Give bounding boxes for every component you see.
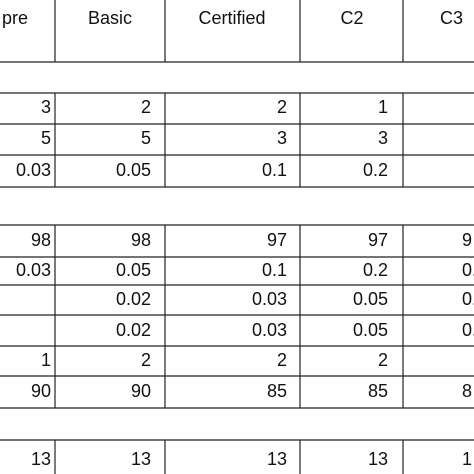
header-cell: Certified bbox=[198, 8, 265, 28]
cell: 85 bbox=[267, 381, 287, 401]
cell: 0.05 bbox=[116, 260, 151, 280]
cell: 0.03 bbox=[16, 160, 51, 180]
header-cell: Basic bbox=[88, 8, 132, 28]
cell: 0. bbox=[462, 320, 474, 340]
cell: 3 bbox=[378, 128, 388, 148]
cell: 1 bbox=[462, 449, 472, 469]
cell: 0. bbox=[462, 260, 474, 280]
cell: 1 bbox=[378, 97, 388, 117]
cell: 2 bbox=[277, 97, 287, 117]
cell: 0.02 bbox=[116, 289, 151, 309]
cell: 2 bbox=[378, 350, 388, 370]
cell: 3 bbox=[41, 97, 51, 117]
cell: 0.03 bbox=[252, 320, 287, 340]
cell: 5 bbox=[141, 128, 151, 148]
header-cell: C3 bbox=[440, 8, 463, 28]
cell: 90 bbox=[131, 381, 151, 401]
cell: 0.2 bbox=[363, 160, 388, 180]
cell: 0.03 bbox=[16, 260, 51, 280]
cell: 85 bbox=[368, 381, 388, 401]
header-cell: C2 bbox=[340, 8, 363, 28]
cell: 13 bbox=[267, 449, 287, 469]
cell: 1 bbox=[41, 350, 51, 370]
cell: 0.02 bbox=[116, 320, 151, 340]
cell: 2 bbox=[141, 350, 151, 370]
cell: 13 bbox=[31, 449, 51, 469]
cell: 13 bbox=[368, 449, 388, 469]
cell: 2 bbox=[141, 97, 151, 117]
cell: 98 bbox=[131, 230, 151, 250]
cell: 0.1 bbox=[262, 160, 287, 180]
cell: 2 bbox=[277, 350, 287, 370]
cell: 98 bbox=[31, 230, 51, 250]
cell: 0.05 bbox=[116, 160, 151, 180]
cell: 97 bbox=[267, 230, 287, 250]
cell: 0.03 bbox=[252, 289, 287, 309]
cell: 0.1 bbox=[262, 260, 287, 280]
grid bbox=[0, 61, 474, 441]
cell: 5 bbox=[41, 128, 51, 148]
cell: 9 bbox=[462, 230, 472, 250]
header-cell: pre bbox=[2, 8, 28, 28]
cell: 0.2 bbox=[363, 260, 388, 280]
cell: 97 bbox=[368, 230, 388, 250]
cell: 13 bbox=[131, 449, 151, 469]
cell: 0.05 bbox=[353, 289, 388, 309]
cell: 90 bbox=[31, 381, 51, 401]
cell: 0.05 bbox=[353, 320, 388, 340]
cell: 0. bbox=[462, 289, 474, 309]
cell: 3 bbox=[277, 128, 287, 148]
cell: 8 bbox=[462, 381, 472, 401]
